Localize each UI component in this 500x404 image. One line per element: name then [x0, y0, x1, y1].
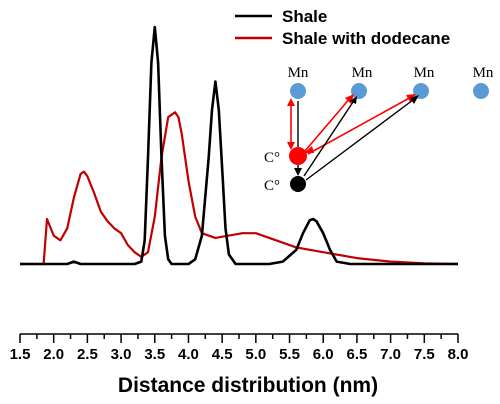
- legend-label-shale: Shale: [282, 7, 327, 26]
- x-tick-label: 4.0: [178, 346, 199, 363]
- legend-item-shale: Shale: [235, 7, 327, 26]
- plot-area: [20, 25, 459, 266]
- inset-arrowhead-red-up: [287, 98, 295, 106]
- x-tick-label: 5.5: [279, 346, 300, 363]
- legend-item-shale-with-dodecane: Shale with dodecane: [235, 29, 450, 48]
- x-tick-label: 3.0: [111, 346, 132, 363]
- inset-dot-mn-3: [413, 83, 429, 99]
- x-tick-labels: 1.5 2.0 2.5 3.0 3.5 4.0 4.5 5.0 5.5 6.0 6.5 7.0 7.5 8…: [10, 346, 469, 363]
- legend: Shale Shale with dodecane: [235, 7, 450, 48]
- inset-label-mn-3: Mn: [414, 65, 435, 81]
- inset-label-mn-1: Mn: [288, 65, 309, 81]
- x-tick-label: 8.0: [448, 346, 469, 363]
- x-tick-label: 5.0: [245, 346, 266, 363]
- inset-label-mn-4: Mn: [473, 65, 494, 81]
- inset-arrowhead-black-down: [294, 168, 302, 176]
- inset-arrows-red: [287, 94, 416, 155]
- x-axis: 1.5 2.0 2.5 3.0 3.5 4.0 4.5 5.0 5.5 6.0 6.5 7.0 7.5 8…: [10, 333, 469, 397]
- series-line-shale: [20, 25, 458, 266]
- x-tick-label: 7.5: [414, 346, 435, 363]
- inset-arrows-black: [294, 95, 419, 181]
- inset-arrow-red-to-mn2: [304, 96, 352, 152]
- inset-label-c-2: C°: [264, 178, 280, 194]
- inset-dot-mn-4: [473, 83, 489, 99]
- inset-arrowhead-black-mn3: [410, 95, 419, 104]
- inset-dot-c-red: [289, 147, 307, 165]
- x-axis-title: Distance distribution (nm): [118, 374, 378, 397]
- x-tick-label: 6.5: [346, 346, 367, 363]
- x-tick-label: 2.0: [43, 346, 64, 363]
- legend-label-shale-with-dodecane: Shale with dodecane: [282, 29, 450, 48]
- inset-arrowhead-red-down: [287, 142, 295, 150]
- x-tick-label: 7.0: [380, 346, 401, 363]
- x-tick-label: 3.5: [144, 346, 165, 363]
- inset-diagram: Mn Mn Mn Mn C° C°: [264, 65, 494, 194]
- x-tick-label: 6.0: [313, 346, 334, 363]
- inset-arrow-black-to-mn2: [303, 98, 356, 177]
- inset-arrowhead-black-mn2: [350, 96, 357, 104]
- inset-dot-mn-2: [351, 83, 367, 99]
- inset-dot-mn-1: [290, 83, 306, 99]
- x-tick-label: 1.5: [10, 346, 31, 363]
- inset-label-mn-2: Mn: [352, 65, 373, 81]
- x-ticks: [19, 334, 459, 343]
- x-tick-label: 4.5: [212, 346, 233, 363]
- inset-arrow-black-to-mn3: [305, 96, 418, 181]
- x-tick-label: 2.5: [77, 346, 98, 363]
- inset-arrowhead-red-lower: [304, 146, 314, 153]
- inset-dot-c-black: [290, 176, 306, 192]
- series-line-shale-with-dodecane: [20, 111, 459, 266]
- inset-label-c-1: C°: [264, 150, 280, 166]
